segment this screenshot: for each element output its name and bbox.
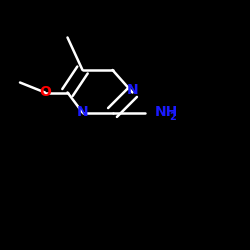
Text: 2: 2 — [169, 112, 175, 122]
Text: NH: NH — [155, 106, 178, 120]
Text: O: O — [39, 86, 51, 100]
Text: N: N — [127, 83, 138, 97]
Text: N: N — [77, 106, 88, 120]
